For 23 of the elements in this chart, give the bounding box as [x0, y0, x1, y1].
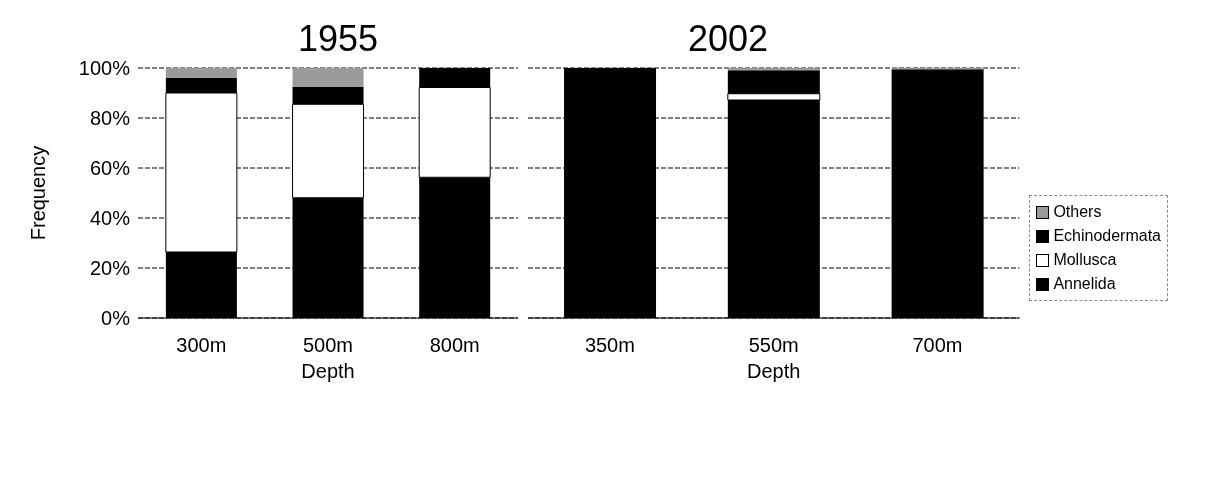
x-tick-label: 700m — [912, 334, 963, 357]
x-axis-title: Depth — [747, 360, 801, 382]
x-tick-label: 800m — [429, 334, 480, 357]
x-tick-label: 350m — [584, 334, 635, 357]
y-tick-label: 60% — [89, 157, 131, 180]
chart-title: 1955 — [296, 18, 380, 60]
legend-label: Mollusca — [1053, 250, 1117, 270]
y-tick-label: 100% — [78, 57, 131, 80]
y-tick-label: 40% — [89, 207, 131, 230]
x-tick-label: 300m — [176, 334, 227, 357]
x-tick-label: 550m — [748, 334, 799, 357]
y-axis-title: Frequency — [27, 145, 50, 241]
chart-title: 2002 — [686, 18, 770, 60]
legend-label: Echinodermata — [1053, 226, 1161, 246]
y-tick-label: 80% — [89, 107, 131, 130]
legend-label: Others — [1053, 202, 1102, 222]
bar — [292, 68, 364, 87]
legend-label: Annelida — [1053, 274, 1116, 294]
x-tick-label: 500m — [302, 334, 354, 357]
y-tick-label: 0% — [101, 307, 131, 330]
bar — [165, 68, 237, 78]
x-axis-title: Depth — [301, 360, 355, 382]
y-tick-label: 20% — [89, 257, 131, 280]
